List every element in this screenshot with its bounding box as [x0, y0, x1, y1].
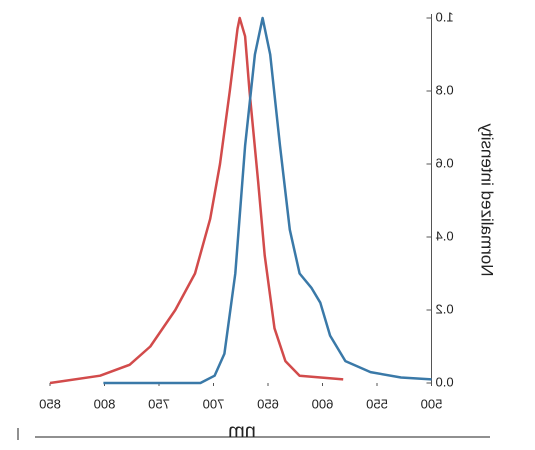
y-tick-label: 0.4 [436, 228, 454, 243]
y-tick-label: 0.2 [436, 301, 454, 316]
series-line [49, 16, 344, 385]
x-tick-label: 700 [203, 396, 225, 411]
y-tick-label: 1.0 [436, 9, 454, 24]
series-line [103, 16, 432, 385]
x-tick-label: 850 [39, 396, 61, 411]
x-tick-label: 500 [421, 396, 443, 411]
x-tick-label: 750 [148, 396, 170, 411]
x-tick-label: 550 [366, 396, 388, 411]
y-tick-label: 0.0 [436, 374, 454, 389]
x-tick-label: 650 [257, 396, 279, 411]
y-tick-label: 0.8 [436, 82, 454, 97]
x-tick-label: 800 [94, 396, 116, 411]
y-axis-label: Normalized intensity [478, 123, 497, 277]
x-axis-label: nm [228, 420, 256, 442]
y-tick-label: 0.6 [436, 155, 454, 170]
x-tick-label: 600 [312, 396, 334, 411]
